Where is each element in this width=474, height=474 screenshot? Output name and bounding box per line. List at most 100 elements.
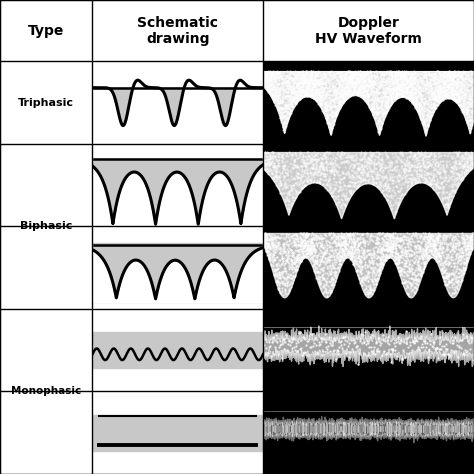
Point xyxy=(304,244,311,252)
Point xyxy=(453,72,460,79)
Point xyxy=(343,91,351,99)
Point xyxy=(358,76,366,83)
Point xyxy=(434,161,442,168)
Point xyxy=(314,268,321,275)
Point xyxy=(410,78,418,85)
Point xyxy=(293,79,301,86)
Point xyxy=(430,246,438,254)
Point xyxy=(260,76,268,83)
Point xyxy=(430,73,438,81)
Point xyxy=(389,160,396,167)
Point xyxy=(262,81,270,88)
Point xyxy=(390,252,398,260)
Point xyxy=(431,236,438,244)
Point xyxy=(355,155,363,163)
Point xyxy=(464,245,472,253)
Point xyxy=(454,251,461,258)
Point xyxy=(373,119,381,127)
Point xyxy=(392,91,400,98)
Point xyxy=(337,238,345,246)
Point xyxy=(464,109,472,116)
Point xyxy=(395,252,403,260)
Point xyxy=(357,81,365,89)
Point xyxy=(422,155,429,163)
Point xyxy=(429,232,437,240)
Point xyxy=(348,166,356,173)
Point xyxy=(302,230,310,237)
Point xyxy=(261,78,268,85)
Point xyxy=(447,71,454,78)
Point xyxy=(413,164,421,171)
Point xyxy=(442,69,449,77)
Point xyxy=(346,77,354,85)
Point xyxy=(296,92,303,100)
Point xyxy=(436,170,444,177)
Point xyxy=(342,238,349,246)
Point xyxy=(300,177,308,185)
Point xyxy=(338,230,346,237)
Point xyxy=(468,235,474,243)
Point xyxy=(446,78,454,85)
Point xyxy=(450,94,457,101)
Point xyxy=(361,157,369,165)
Point xyxy=(271,172,279,179)
Point xyxy=(412,100,419,107)
Point xyxy=(304,243,311,250)
Point xyxy=(432,250,440,258)
Point xyxy=(456,159,464,166)
Point xyxy=(467,234,474,242)
Point xyxy=(441,69,449,77)
Point xyxy=(419,159,426,166)
Point xyxy=(344,83,352,91)
Point xyxy=(379,92,387,100)
Point xyxy=(299,92,306,100)
Point xyxy=(395,68,403,75)
Point xyxy=(366,153,374,160)
Point xyxy=(386,234,394,241)
Point xyxy=(346,248,354,255)
Point xyxy=(297,236,305,243)
Point xyxy=(452,251,460,259)
Point xyxy=(418,154,426,162)
Point xyxy=(352,181,359,188)
Point xyxy=(291,240,299,248)
Point xyxy=(297,89,304,97)
Point xyxy=(267,85,275,92)
Point xyxy=(316,76,323,83)
Point xyxy=(448,76,456,83)
Point xyxy=(344,94,351,101)
Point xyxy=(346,233,354,240)
Point xyxy=(270,248,278,256)
Point xyxy=(449,70,456,78)
Point xyxy=(321,154,328,162)
Point xyxy=(274,92,282,100)
Point xyxy=(265,73,273,81)
Point xyxy=(422,244,430,252)
Point xyxy=(361,80,369,88)
Point xyxy=(410,94,417,102)
Point xyxy=(343,82,351,90)
Point xyxy=(409,231,416,239)
Point xyxy=(296,256,303,264)
Point xyxy=(363,93,370,100)
Point xyxy=(326,125,334,133)
Point xyxy=(398,246,406,254)
Point xyxy=(288,200,296,207)
Point xyxy=(408,265,416,273)
Point xyxy=(308,90,316,98)
Point xyxy=(303,77,311,85)
Point xyxy=(325,263,332,270)
Point xyxy=(310,241,318,249)
Point xyxy=(386,80,394,87)
Point xyxy=(323,102,330,110)
Point xyxy=(364,230,372,237)
Point xyxy=(309,245,317,253)
Point xyxy=(381,107,389,115)
Point xyxy=(379,71,387,79)
Point xyxy=(269,79,277,86)
Point xyxy=(399,271,406,279)
Point xyxy=(374,83,382,91)
Point xyxy=(315,166,322,174)
Point xyxy=(298,82,306,90)
Point xyxy=(422,77,429,85)
